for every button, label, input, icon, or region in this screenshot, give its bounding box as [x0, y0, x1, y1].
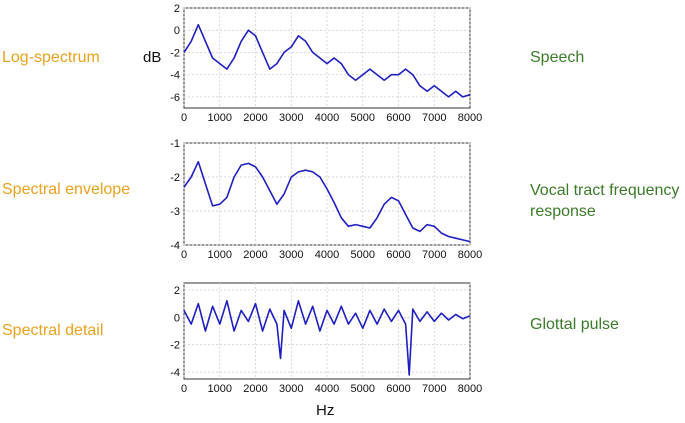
x-tick-label: 4000: [315, 249, 339, 261]
y-tick-label: -6: [170, 92, 180, 104]
label-vocal-tract: Vocal tract frequency response: [530, 182, 680, 220]
x-tick-label: 7000: [422, 249, 446, 261]
x-tick-label: 4000: [315, 383, 339, 395]
series-line: [183, 299, 471, 376]
x-tick-label: 3000: [279, 249, 303, 261]
x-tick-label: 2000: [243, 383, 267, 395]
x-tick-label: 8000: [458, 112, 482, 124]
y-tick-label: 2: [174, 3, 180, 15]
plot-frame: [183, 142, 471, 246]
x-tick-label: 2000: [243, 112, 267, 124]
x-tick-label: 1000: [208, 383, 232, 395]
x-tick-label: 0: [181, 112, 187, 124]
series-line: [183, 160, 471, 243]
y-tick-label: 0: [174, 25, 180, 37]
x-tick-label: 1000: [208, 112, 232, 124]
y-tick-label: -1: [170, 138, 180, 150]
series-line: [183, 23, 471, 98]
y-tick-label: -2: [170, 340, 180, 352]
x-tick-label: 5000: [351, 249, 375, 261]
x-tick-label: 1000: [208, 249, 232, 261]
x-tick-label: 8000: [458, 249, 482, 261]
x-tick-label: 3000: [279, 112, 303, 124]
x-tick-label: 3000: [279, 383, 303, 395]
x-tick-label: 0: [181, 249, 187, 261]
db-unit-label: dB: [143, 49, 162, 66]
x-tick-label: 5000: [351, 112, 375, 124]
label-speech: Speech: [530, 49, 585, 66]
label-glottal-pulse: Glottal pulse: [530, 316, 619, 333]
y-tick-label: 2: [174, 285, 180, 297]
x-tick-label: 7000: [422, 112, 446, 124]
x-tick-label: 4000: [315, 112, 339, 124]
y-tick-label: -2: [170, 47, 180, 59]
x-tick-label: 6000: [386, 383, 410, 395]
x-tick-label: 5000: [351, 383, 375, 395]
y-tick-label: -4: [170, 70, 180, 82]
hz-unit-label: Hz: [316, 402, 335, 419]
label-log-spectrum: Log-spectrum: [2, 49, 100, 66]
x-tick-label: 2000: [243, 249, 267, 261]
x-tick-label: 6000: [386, 112, 410, 124]
label-spectral-envelope: Spectral envelope: [2, 181, 131, 198]
x-tick-label: 6000: [386, 249, 410, 261]
x-tick-label: 7000: [422, 383, 446, 395]
y-tick-label: -3: [170, 206, 180, 218]
x-tick-label: 0: [181, 383, 187, 395]
label-spectral-detail: Spectral detail: [2, 322, 104, 339]
y-tick-label: 0: [174, 312, 180, 324]
y-tick-label: -2: [170, 172, 180, 184]
y-tick-label: -4: [170, 240, 180, 252]
x-tick-label: 8000: [458, 383, 482, 395]
y-tick-label: -4: [170, 367, 180, 379]
